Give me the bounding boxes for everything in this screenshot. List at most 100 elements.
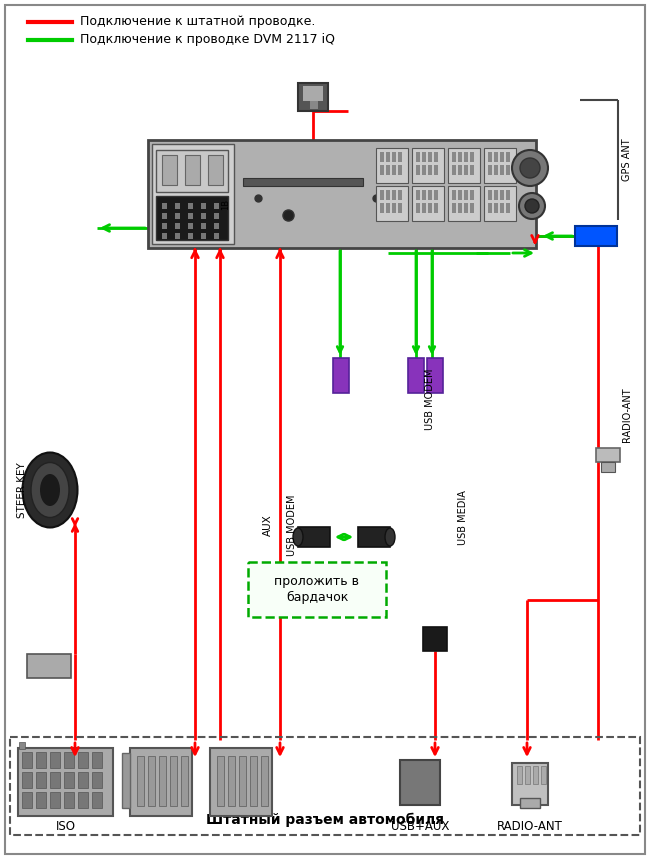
Bar (27, 654, 71, 678)
Bar (188, 203, 193, 209)
Bar (358, 527, 390, 547)
Bar (428, 190, 432, 200)
Bar (22, 772, 32, 788)
Bar (452, 152, 456, 162)
Bar (422, 165, 426, 175)
Bar (484, 186, 516, 221)
Bar (170, 756, 177, 806)
Bar (162, 155, 177, 185)
Bar (398, 152, 402, 162)
Bar (412, 148, 444, 183)
Text: Подключение к проводке DVM 2117 iQ: Подключение к проводке DVM 2117 iQ (80, 34, 335, 46)
Bar (470, 165, 474, 175)
Text: AUX: AUX (263, 515, 273, 536)
Bar (214, 203, 219, 209)
Bar (175, 213, 180, 219)
Bar (506, 203, 510, 213)
Text: RADIO-ANT: RADIO-ANT (622, 387, 632, 442)
Text: GPS ANT: GPS ANT (622, 138, 632, 181)
Bar (520, 798, 540, 808)
Bar (494, 203, 498, 213)
Bar (22, 752, 32, 768)
Bar (10, 737, 640, 835)
Bar (458, 190, 462, 200)
Bar (239, 756, 246, 806)
Bar (392, 152, 396, 162)
Bar (392, 165, 396, 175)
Bar (494, 152, 498, 162)
Bar (428, 152, 432, 162)
Bar (398, 190, 402, 200)
Bar (423, 627, 447, 651)
Bar (36, 792, 46, 808)
Bar (488, 165, 492, 175)
Bar (500, 152, 504, 162)
Bar (208, 155, 223, 185)
Text: STEER KEY: STEER KEY (17, 462, 27, 518)
Bar (162, 203, 167, 209)
Bar (452, 190, 456, 200)
Bar (210, 748, 272, 816)
Bar (575, 226, 617, 246)
Bar (506, 190, 510, 200)
Text: проложить в
бардачок: проложить в бардачок (274, 576, 359, 604)
Bar (214, 223, 219, 229)
Bar (488, 190, 492, 200)
Bar (422, 152, 426, 162)
Bar (148, 140, 536, 248)
Bar (201, 213, 206, 219)
Bar (601, 462, 615, 472)
Ellipse shape (40, 474, 60, 506)
Bar (416, 203, 420, 213)
Bar (533, 766, 538, 784)
Bar (376, 186, 408, 221)
Bar (248, 562, 386, 617)
Bar (78, 772, 88, 788)
Bar (412, 186, 444, 221)
Bar (398, 165, 402, 175)
Bar (458, 203, 462, 213)
Bar (175, 203, 180, 209)
Bar (36, 752, 46, 768)
Bar (217, 756, 224, 806)
Bar (596, 448, 620, 462)
Bar (448, 148, 480, 183)
Bar (22, 792, 32, 808)
Bar (156, 196, 228, 240)
Bar (130, 748, 192, 816)
Bar (416, 165, 420, 175)
Bar (175, 233, 180, 239)
Bar (50, 792, 60, 808)
Bar (152, 144, 234, 244)
Circle shape (520, 158, 540, 178)
Bar (298, 83, 328, 111)
Ellipse shape (385, 528, 395, 546)
Bar (458, 165, 462, 175)
Bar (376, 148, 408, 183)
Bar (488, 203, 492, 213)
Bar (18, 748, 113, 816)
Bar (380, 190, 384, 200)
Bar (188, 223, 193, 229)
Bar (422, 203, 426, 213)
Ellipse shape (31, 462, 69, 517)
Bar (243, 178, 363, 186)
Bar (434, 190, 438, 200)
Bar (506, 165, 510, 175)
Text: ISO: ISO (56, 820, 76, 833)
Text: USB MODEM: USB MODEM (287, 494, 297, 556)
Bar (214, 233, 219, 239)
Bar (380, 165, 384, 175)
Bar (434, 165, 438, 175)
Bar (181, 756, 188, 806)
Text: Штатный разъем автомобиля: Штатный разъем автомобиля (206, 813, 444, 827)
Bar (392, 190, 396, 200)
Bar (122, 753, 130, 808)
Bar (464, 152, 468, 162)
Bar (525, 766, 530, 784)
Bar (228, 756, 235, 806)
Bar (137, 756, 144, 806)
Bar (428, 165, 432, 175)
Bar (162, 223, 167, 229)
Bar (78, 752, 88, 768)
